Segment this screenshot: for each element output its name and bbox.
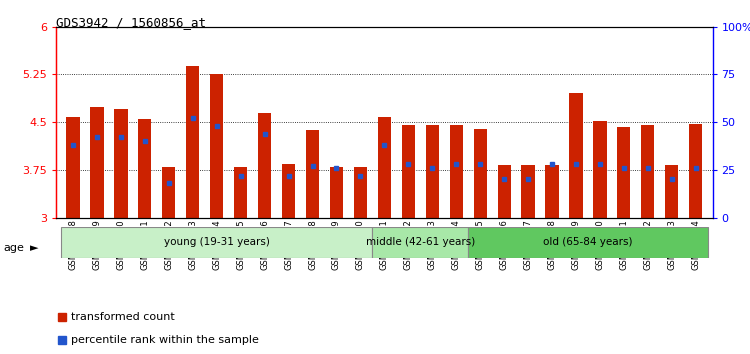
Bar: [617, 127, 631, 218]
Bar: [569, 93, 583, 218]
Bar: [665, 165, 678, 218]
Text: middle (42-61 years): middle (42-61 years): [366, 238, 475, 247]
Bar: [306, 130, 319, 218]
Text: transformed count: transformed count: [70, 312, 175, 322]
Bar: [210, 74, 224, 218]
Text: old (65-84 years): old (65-84 years): [543, 238, 633, 247]
Bar: [593, 121, 607, 218]
Bar: [402, 125, 415, 218]
Text: percentile rank within the sample: percentile rank within the sample: [70, 335, 259, 345]
Bar: [426, 125, 439, 218]
Bar: [162, 167, 176, 218]
Bar: [282, 164, 296, 218]
Bar: [378, 117, 391, 218]
Bar: [373, 227, 468, 258]
Text: GDS3942 / 1560856_at: GDS3942 / 1560856_at: [56, 16, 206, 29]
Bar: [545, 165, 559, 218]
Bar: [234, 167, 248, 218]
Bar: [473, 129, 487, 218]
Bar: [61, 227, 373, 258]
Bar: [497, 165, 511, 218]
Text: young (19-31 years): young (19-31 years): [164, 238, 270, 247]
Bar: [641, 125, 655, 218]
Text: age: age: [4, 243, 25, 253]
Bar: [330, 167, 343, 218]
Bar: [138, 119, 152, 218]
Bar: [91, 108, 104, 218]
Bar: [689, 124, 702, 218]
Bar: [468, 227, 708, 258]
Text: ►: ►: [30, 243, 38, 253]
Bar: [186, 66, 200, 218]
Bar: [521, 165, 535, 218]
Bar: [450, 125, 463, 218]
Bar: [354, 167, 367, 218]
Bar: [67, 117, 80, 218]
Bar: [114, 109, 128, 218]
Bar: [258, 113, 272, 218]
